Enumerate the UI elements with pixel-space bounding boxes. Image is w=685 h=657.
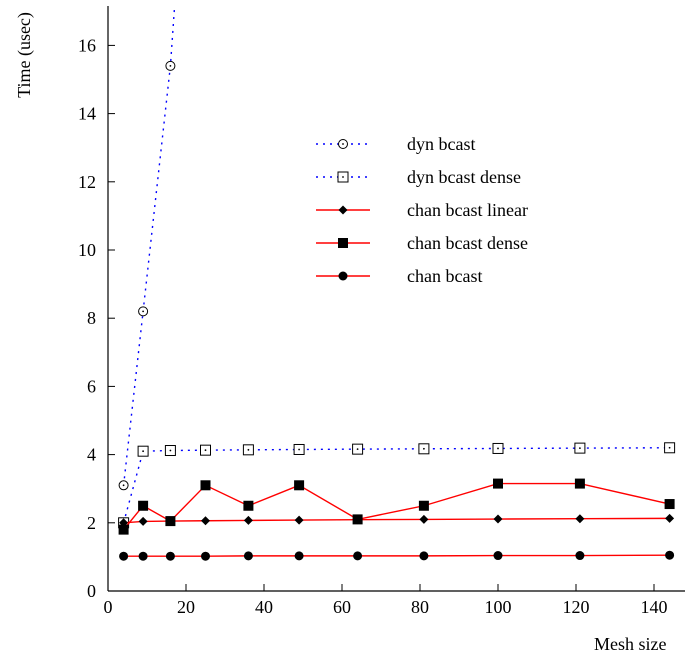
- data-point-chan-bcast-linear: [243, 515, 253, 525]
- legend-entry-dyn-bcast-dense: dyn bcast dense: [316, 167, 521, 187]
- legend-label: chan bcast dense: [407, 233, 528, 253]
- series-dyn-bcast: [118, 6, 176, 491]
- data-point-chan-bcast: [419, 551, 429, 561]
- y-axis-label: Time (usec): [14, 12, 35, 98]
- data-point-dyn-bcast-dense-dot: [579, 447, 581, 450]
- data-point-dyn-bcast-dense-dot: [356, 448, 359, 451]
- y-tick-label: 14: [78, 104, 96, 124]
- data-point-chan-bcast-dense: [200, 480, 211, 491]
- data-point-dyn-bcast-dense-dot: [423, 447, 425, 450]
- data-point-dyn-bcast-dense-dot: [668, 446, 671, 449]
- data-point-chan-bcast-linear: [201, 516, 210, 526]
- legend-swatch-marker: [338, 238, 348, 248]
- legend-entry-chan-bcast-linear: chan bcast linear: [316, 200, 528, 220]
- x-tick-label: 0: [104, 597, 113, 617]
- data-point-chan-bcast-dense: [352, 514, 363, 525]
- y-tick-label: 2: [87, 513, 96, 533]
- data-point-chan-bcast-linear: [575, 514, 585, 524]
- x-tick-label: 40: [255, 597, 273, 617]
- data-point-chan-bcast: [201, 551, 210, 561]
- legend-swatch-marker-dot: [342, 176, 344, 178]
- x-tick-label: 120: [563, 597, 590, 617]
- series-line-dyn-bcast-dense: [122, 447, 670, 523]
- data-point-dyn-bcast-dense-dot: [247, 448, 250, 451]
- legend-swatch-marker-dot: [342, 143, 344, 145]
- data-point-chan-bcast-dense: [118, 524, 129, 535]
- series-chan-bcast: [119, 550, 675, 561]
- axes: [107, 6, 685, 592]
- data-point-chan-bcast: [493, 551, 503, 561]
- data-point-dyn-bcast-dense-dot: [142, 450, 145, 453]
- y-axis-ticks: 0 2 4 6 8 10 12 14 16: [78, 35, 115, 601]
- data-point-chan-bcast: [243, 551, 253, 561]
- legend-label: chan bcast: [407, 266, 482, 286]
- data-point-dyn-bcast-dot: [142, 310, 145, 313]
- data-point-chan-bcast-dense: [138, 500, 149, 511]
- y-tick-label: 12: [78, 172, 96, 192]
- y-tick-label: 16: [78, 35, 96, 55]
- data-point-chan-bcast-linear: [665, 513, 675, 523]
- data-point-chan-bcast: [353, 551, 363, 561]
- data-point-chan-bcast: [575, 551, 585, 561]
- data-point-chan-bcast: [165, 551, 175, 561]
- legend: dyn bcast dyn bcast dense chan bcast linea…: [316, 134, 528, 286]
- data-point-chan-bcast-dense: [294, 480, 305, 491]
- data-point-chan-bcast-linear: [138, 516, 148, 526]
- x-tick-label: 140: [641, 597, 668, 617]
- legend-entry-dyn-bcast: dyn bcast: [316, 134, 475, 154]
- legend-label: dyn bcast: [407, 134, 475, 154]
- data-point-chan-bcast-linear: [419, 514, 429, 524]
- data-point-chan-bcast-dense: [574, 478, 585, 489]
- data-point-chan-bcast: [138, 551, 148, 561]
- y-tick-label: 8: [87, 308, 96, 328]
- data-point-chan-bcast-linear: [493, 514, 503, 524]
- x-axis-label: Mesh size: [594, 634, 666, 654]
- data-point-dyn-bcast-dot: [169, 64, 172, 67]
- data-point-dyn-bcast-dense-dot: [298, 448, 300, 451]
- legend-label: dyn bcast dense: [407, 167, 521, 187]
- data-point-chan-bcast: [665, 550, 675, 560]
- data-point-chan-bcast-linear: [294, 515, 304, 525]
- y-tick-label: 0: [87, 581, 96, 601]
- data-point-dyn-bcast-dense-dot: [204, 449, 207, 452]
- y-tick-label: 10: [78, 240, 96, 260]
- series-chan-bcast-linear: [119, 513, 675, 528]
- x-tick-label: 60: [333, 597, 351, 617]
- data-point-chan-bcast: [119, 551, 129, 561]
- data-point-chan-bcast-dense: [664, 499, 675, 510]
- legend-swatch-marker: [338, 271, 348, 281]
- series-layer: [118, 6, 676, 561]
- y-tick-label: 6: [87, 376, 96, 396]
- data-point-chan-bcast-dense: [493, 478, 503, 489]
- x-tick-label: 20: [177, 597, 195, 617]
- data-point-dyn-bcast-dot: [122, 484, 125, 487]
- data-point-dyn-bcast-dense-dot: [169, 449, 172, 452]
- legend-swatch-marker: [338, 205, 348, 215]
- legend-label: chan bcast linear: [407, 200, 528, 220]
- x-tick-label: 100: [485, 597, 512, 617]
- y-tick-label: 4: [87, 445, 96, 465]
- legend-entry-chan-bcast: chan bcast: [316, 266, 482, 286]
- data-point-chan-bcast-dense: [243, 500, 254, 511]
- x-axis-ticks: 0 20 40 60 80 100 120 140: [104, 584, 668, 617]
- data-point-dyn-bcast-dense-dot: [497, 447, 499, 450]
- legend-entry-chan-bcast-dense: chan bcast dense: [316, 233, 528, 253]
- data-point-chan-bcast: [294, 551, 304, 561]
- x-tick-label: 80: [411, 597, 429, 617]
- series-chan-bcast-dense: [118, 478, 675, 535]
- data-point-chan-bcast-dense: [418, 500, 429, 511]
- series-line-dyn-bcast: [122, 6, 176, 486]
- data-point-chan-bcast-dense: [165, 516, 176, 527]
